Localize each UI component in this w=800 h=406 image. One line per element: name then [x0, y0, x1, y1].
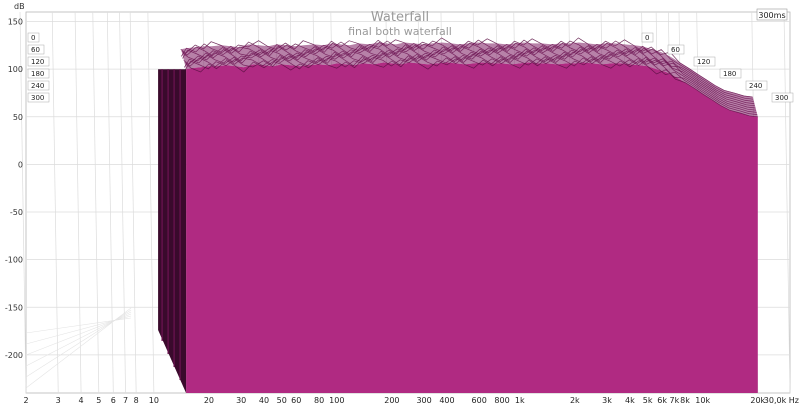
x-gridline — [783, 11, 791, 394]
depth-gridline — [25, 307, 132, 389]
x-tick-label: 10 — [149, 396, 159, 405]
time-slice-label-left: 120 — [31, 58, 44, 66]
x-tick-label: 3 — [56, 396, 61, 405]
chart-subtitle: final both waterfall — [348, 25, 452, 38]
x-gridline — [92, 11, 100, 394]
chart-title: Waterfall — [371, 10, 429, 25]
time-slice-label-left: 0 — [31, 34, 35, 42]
time-slice-label-left: 60 — [31, 46, 40, 54]
x-tick-label: 600 — [472, 396, 487, 405]
y-tick-label: 0 — [18, 160, 23, 169]
x-tick-label: 100 — [329, 396, 344, 405]
time-slice-label-right: 180 — [723, 70, 736, 78]
y-tick-label: -100 — [5, 256, 23, 265]
y-tick-label: -50 — [10, 208, 23, 217]
time-slice-label-box — [745, 80, 768, 91]
x-tick-label: 8k — [680, 396, 690, 405]
time-slice-labels: 0 0 60 60 120 120 180 180 240 240 300 300 — [27, 32, 794, 103]
time-slice-label-box — [27, 92, 50, 103]
x-tick-label: 7k — [670, 396, 680, 405]
y-ticks: 150 100 50 0 -50 -100 -150 -200 — [5, 18, 23, 360]
x-gridline — [106, 11, 114, 394]
time-slice-label-box — [667, 44, 685, 55]
x-gridline — [119, 11, 126, 394]
time-slice-label-box — [719, 68, 742, 79]
waterfall-surface — [158, 37, 758, 393]
x-tick-label: 2 — [23, 396, 28, 405]
x-tick-label: 30 — [236, 396, 246, 405]
x-tick-label: 800 — [494, 396, 509, 405]
x-tick-label: 200 — [384, 396, 399, 405]
time-slice-label-right: 300 — [775, 94, 788, 102]
x-gridline — [147, 11, 155, 394]
time-slice-label-box — [771, 92, 794, 103]
x-gridline — [51, 11, 59, 394]
x-tick-label: 8 — [134, 396, 139, 405]
x-tick-label: 60 — [291, 396, 301, 405]
time-slice-label-box — [27, 68, 50, 79]
waterfall-fill — [186, 62, 758, 393]
waterfall-side-wall — [158, 69, 187, 393]
x-tick-label: 400 — [439, 396, 454, 405]
time-slice-label-right: 240 — [749, 82, 762, 90]
x-tick-label: 1k — [515, 396, 525, 405]
x-tick-label: 40 — [259, 396, 269, 405]
time-slice-label-box — [641, 32, 654, 43]
time-slice-label-box — [27, 56, 50, 67]
x-tick-label: 3k — [602, 396, 612, 405]
x-tick-label: 300 — [416, 396, 431, 405]
y-tick-label: -200 — [5, 351, 23, 360]
time-slice-label-right: 120 — [697, 58, 710, 66]
x-tick-label: 50 — [277, 396, 287, 405]
axes: dB Waterfall final both waterfall 150100… — [5, 2, 799, 405]
time-slice-label-box — [27, 80, 50, 91]
time-slice-label-left: 300 — [31, 94, 44, 102]
x-tick-label: 30,0k Hz — [764, 396, 799, 405]
y-tick-label: -150 — [5, 303, 23, 312]
time-slice-label-box — [27, 44, 45, 55]
x-gridline — [19, 11, 27, 394]
waterfall-top-surface — [181, 42, 758, 117]
y-axis-unit: dB — [14, 2, 25, 11]
y-tick-label: 150 — [8, 18, 23, 27]
time-slice-label-right: 0 — [645, 34, 649, 42]
y-tick-label: 50 — [13, 113, 23, 122]
time-max-label: 300ms — [758, 11, 785, 20]
x-ticks: 2 3 4 5 6 7 8 10 20 30 40 50 60 80 100 200 300 400 600 800 1… — [23, 396, 799, 405]
x-tick-label: 20 — [204, 396, 214, 405]
x-tick-label: 10k — [695, 396, 710, 405]
time-slice-label-box — [27, 32, 40, 43]
x-tick-label: 80 — [314, 396, 324, 405]
time-max-label-box: 300ms — [756, 8, 788, 21]
time-slice-label-box — [693, 56, 716, 67]
x-tick-label: 7 — [123, 396, 128, 405]
y-tick-label: 100 — [8, 65, 23, 74]
x-tick-label: 6k — [657, 396, 667, 405]
x-tick-label: 4k — [625, 396, 635, 405]
time-slice-label-right: 60 — [671, 46, 680, 54]
x-gridline — [129, 11, 137, 394]
x-tick-label: 5 — [96, 396, 101, 405]
x-tick-label: 2k — [570, 396, 580, 405]
x-tick-label: 4 — [79, 396, 84, 405]
time-slice-label-left: 180 — [31, 70, 44, 78]
x-tick-label: 20k — [750, 396, 765, 405]
x-tick-label: 6 — [111, 396, 116, 405]
time-slice-label-left: 240 — [31, 82, 44, 90]
x-tick-label: 5k — [643, 396, 653, 405]
